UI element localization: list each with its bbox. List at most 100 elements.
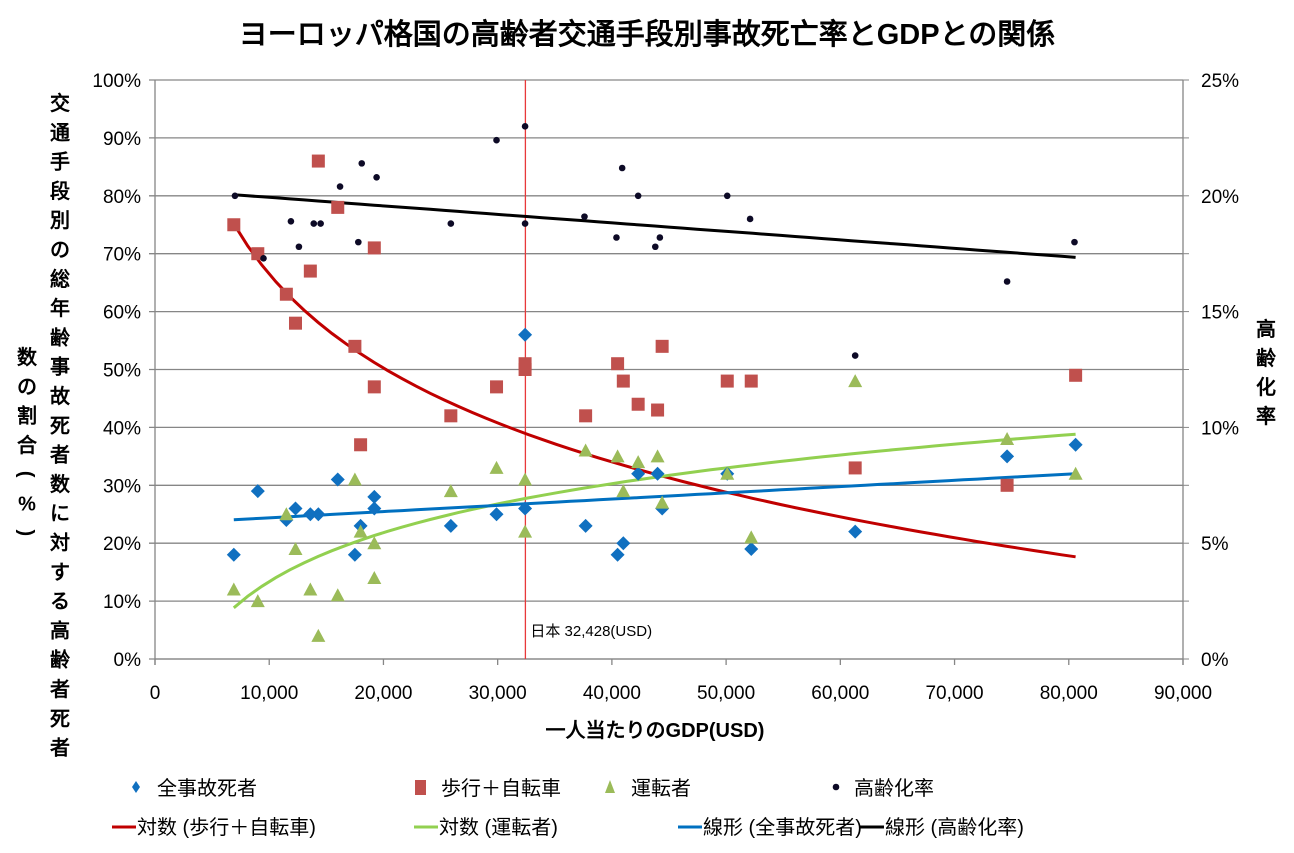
chart-title: ヨーロッパ格国の高齢者交通手段別事故死亡率とGDPとの関係 <box>239 17 1056 51</box>
point-square <box>490 380 504 394</box>
point-diamond <box>1068 437 1083 452</box>
y-left-title-char: 数 <box>17 345 38 369</box>
point-triangle <box>303 582 318 596</box>
legend-marker-square <box>415 780 426 795</box>
y-right-title-char: 率 <box>1256 404 1276 428</box>
point-diamond <box>250 484 265 499</box>
x-axis-title: 一人当たりのGDP(USD) <box>546 719 765 742</box>
point-circle <box>618 164 626 172</box>
y-left-title-char: ( <box>15 471 37 478</box>
point-square <box>518 363 532 376</box>
legend-label: 全事故死者 <box>157 777 257 800</box>
x-tick-label: 50,000 <box>697 683 755 704</box>
axes <box>154 79 1189 665</box>
point-triangle <box>518 472 533 486</box>
point-circle <box>295 243 303 251</box>
y-left-tick-label: 20% <box>103 534 141 555</box>
point-triangle <box>1068 466 1083 480</box>
point-triangle <box>347 472 362 486</box>
x-tick-label: 60,000 <box>811 683 869 704</box>
x-tick-label: 40,000 <box>583 683 641 704</box>
point-triangle <box>250 594 265 608</box>
point-triangle <box>720 466 735 480</box>
point-circle <box>581 213 588 220</box>
point-square <box>848 461 862 475</box>
point-triangle <box>1000 431 1015 445</box>
point-diamond <box>848 524 863 539</box>
point-circle <box>723 192 731 200</box>
gridlines <box>149 79 1183 660</box>
legend-label: 線形 (高齢化率) <box>885 816 1024 839</box>
y-right-tick-label: 10% <box>1201 418 1239 439</box>
x-tick-label: 30,000 <box>469 683 527 704</box>
point-circle <box>521 123 529 130</box>
legend-label: 歩行＋自転車 <box>441 777 561 800</box>
point-circle <box>1071 238 1078 246</box>
y-left-title-char: 事 <box>50 355 70 379</box>
legend-label: 運転者 <box>631 777 691 800</box>
y-left-title-char: 死 <box>50 415 70 437</box>
point-square <box>631 397 645 411</box>
y-left-title-char: 割 <box>17 404 37 428</box>
tick-labels: 0% 10% 20% 30% 40% 50% 60% 70% 80% 90% 100% 0% 5% 10%… <box>92 71 1239 704</box>
point-circle <box>851 352 859 359</box>
point-diamond <box>650 466 665 481</box>
y-left-title-char: る <box>50 591 70 613</box>
point-diamond <box>311 507 326 522</box>
y-left-title-char: の <box>17 376 37 398</box>
point-diamond <box>518 501 533 516</box>
point-circle <box>355 238 362 246</box>
y-left-tick-label: 0% <box>114 650 142 671</box>
legend-label: 対数 (歩行＋自転車) <box>137 816 316 839</box>
japan-annotation: 日本 32,428(USD) <box>530 623 652 640</box>
point-diamond <box>578 518 593 533</box>
point-square <box>655 339 669 353</box>
legend-marker-diamond <box>132 781 140 793</box>
y-left-title-char: 対 <box>49 532 70 555</box>
x-tick-label: 90,000 <box>1154 683 1212 704</box>
point-triangle <box>311 628 326 642</box>
y-left-title-char: 交 <box>50 91 70 115</box>
y-left-tick-label: 50% <box>103 361 141 382</box>
y-right-title-char: 高 <box>1256 317 1276 341</box>
y-left-title-char: の <box>50 240 70 262</box>
point-triangle <box>616 484 631 498</box>
legend-marker-triangle <box>605 780 615 793</box>
point-triangle <box>578 443 593 457</box>
point-square <box>279 287 293 301</box>
point-diamond <box>744 541 759 556</box>
point-circle <box>336 183 344 190</box>
data-points <box>226 123 1083 642</box>
point-triangle <box>279 507 294 521</box>
y-left-title-char: ) <box>15 529 37 536</box>
point-circle <box>746 215 754 223</box>
point-triangle <box>226 582 241 596</box>
legend-label: 対数 (運転者) <box>439 816 558 839</box>
y-left-title-char: 手 <box>50 150 70 174</box>
point-square <box>311 154 325 168</box>
legend-label: 線形 (全事故死者) <box>703 816 862 839</box>
point-diamond <box>443 518 458 533</box>
point-diamond <box>303 507 318 522</box>
point-square <box>579 409 593 423</box>
point-square <box>348 339 362 353</box>
point-square <box>1000 478 1014 492</box>
point-square <box>354 438 368 452</box>
point-circle <box>260 255 267 262</box>
y-left-title-char: 総 <box>50 267 70 291</box>
point-triangle <box>631 455 646 469</box>
y-right-tick-label: 5% <box>1201 534 1229 555</box>
point-diamond <box>367 489 382 504</box>
y-left-title-char: 別 <box>50 209 70 232</box>
y-left-tick-label: 90% <box>103 129 141 150</box>
point-circle <box>1003 278 1011 285</box>
point-diamond <box>616 536 631 551</box>
y-right-title-char: 齢 <box>1256 346 1277 370</box>
point-square <box>367 241 381 255</box>
y-left-title-char: 年 <box>50 296 70 320</box>
y-left-title-char: に <box>50 503 70 525</box>
y-left-tick-label: 10% <box>103 592 141 613</box>
y-right-tick-label: 25% <box>1201 71 1239 92</box>
point-square <box>444 409 458 423</box>
